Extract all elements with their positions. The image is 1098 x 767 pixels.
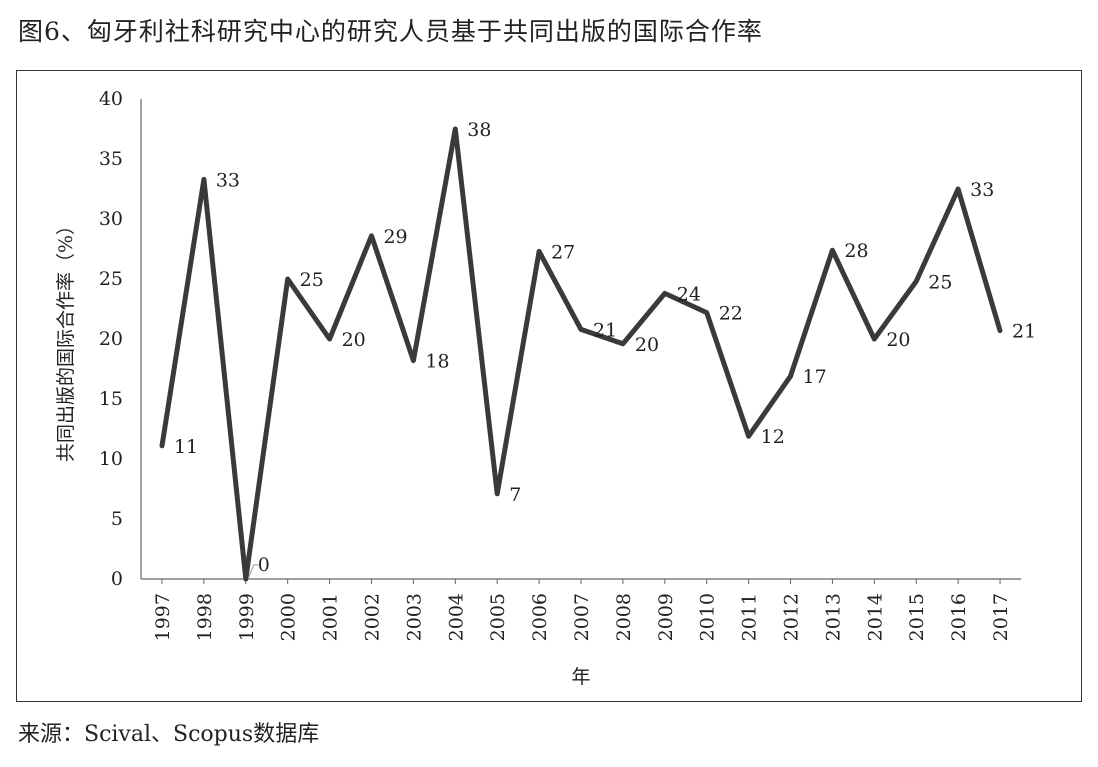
x-tick-label: 1997	[152, 593, 174, 641]
x-axis-title: 年	[571, 666, 590, 688]
x-tick-label: 2010	[697, 593, 719, 641]
data-point	[453, 127, 457, 131]
data-label: 22	[719, 303, 743, 325]
data-point	[411, 359, 415, 363]
data-point	[747, 434, 751, 438]
y-tick-label: 0	[111, 568, 123, 590]
data-labels: 11 33 0 25 20 29 18 38 7 27 21 20 24 22 12 17 28 20 25 33 21	[174, 119, 1036, 578]
data-point	[537, 249, 541, 253]
data-label: 20	[886, 329, 910, 351]
x-tick-label: 2002	[361, 593, 383, 641]
x-tick-label: 2006	[529, 593, 551, 641]
data-label: 20	[342, 329, 366, 351]
data-label: 33	[216, 169, 240, 191]
data-label: 24	[677, 283, 701, 305]
y-tick-label: 30	[99, 208, 123, 230]
data-point	[663, 291, 667, 295]
y-tick-label: 15	[99, 388, 123, 410]
data-point	[872, 337, 876, 341]
data-label: 28	[844, 240, 868, 262]
x-tick-label: 1998	[194, 593, 216, 641]
data-point	[369, 234, 373, 238]
x-tick-label: 2011	[739, 593, 761, 641]
x-tick-label: 2001	[320, 593, 342, 641]
data-point	[789, 374, 793, 378]
data-point	[579, 327, 583, 331]
data-label: 21	[593, 319, 617, 341]
data-label: 12	[761, 426, 785, 448]
zero-label-leader	[248, 564, 260, 578]
data-label: 0	[258, 554, 270, 576]
data-point	[956, 187, 960, 191]
data-point	[286, 277, 290, 281]
data-point	[160, 444, 164, 448]
x-tick-label: 2005	[487, 593, 509, 641]
data-point	[621, 342, 625, 346]
y-axis: 0 5 10 15 20 25 30 35 40	[99, 88, 142, 590]
data-point	[914, 279, 918, 283]
y-tick-label: 10	[99, 448, 123, 470]
x-tick-label: 2003	[403, 593, 425, 641]
data-label: 17	[803, 366, 827, 388]
x-tick-label: 2008	[613, 593, 635, 641]
x-tick-label: 2014	[864, 593, 886, 641]
chart-frame: 0 5 10 15 20 25 30 35 40 1997 1998 1999 2000 2001 200…	[16, 70, 1082, 702]
series-polyline	[159, 126, 1003, 582]
y-tick-label: 25	[99, 268, 123, 290]
figure-title: 图6、匈牙利社科研究中心的研究人员基于共同出版的国际合作率	[18, 17, 763, 46]
data-point	[244, 577, 248, 581]
data-label: 20	[635, 334, 659, 356]
y-tick-label: 20	[99, 328, 123, 350]
data-point	[830, 248, 834, 252]
data-label: 11	[174, 436, 198, 458]
x-tick-label: 2013	[822, 593, 844, 641]
y-tick-label: 5	[111, 508, 123, 530]
data-point	[328, 337, 332, 341]
data-label: 27	[551, 241, 575, 263]
data-point	[202, 177, 206, 181]
x-tick-label: 2000	[278, 593, 300, 641]
data-label: 38	[467, 119, 491, 141]
x-axis: 1997 1998 1999 2000 2001 2002 2003 2004 2005 2006…	[141, 578, 1021, 641]
x-tick-label: 2009	[655, 593, 677, 641]
data-label: 33	[970, 179, 994, 201]
data-label: 18	[425, 351, 449, 373]
data-label: 25	[300, 269, 324, 291]
y-tick-label: 40	[99, 88, 123, 110]
series-line	[159, 126, 1003, 582]
data-point	[705, 311, 709, 315]
x-tick-label: 2007	[571, 593, 593, 641]
x-tick-label: 1999	[236, 593, 258, 641]
x-tick-label: 2004	[445, 593, 467, 641]
y-axis-title: 共同出版的国际合作率（%）	[55, 216, 77, 462]
data-label: 25	[928, 271, 952, 293]
y-tick-label: 35	[99, 148, 123, 170]
source-note: 来源：Scival、Scopus数据库	[18, 722, 320, 747]
x-tick-label: 2015	[906, 593, 928, 641]
data-label: 29	[383, 226, 407, 248]
data-point	[495, 492, 499, 496]
data-label: 7	[509, 484, 521, 506]
x-tick-label: 2016	[948, 593, 970, 641]
x-tick-label: 2017	[990, 593, 1012, 641]
data-label: 21	[1012, 321, 1036, 343]
data-point	[998, 329, 1002, 333]
x-tick-label: 2012	[781, 593, 803, 641]
